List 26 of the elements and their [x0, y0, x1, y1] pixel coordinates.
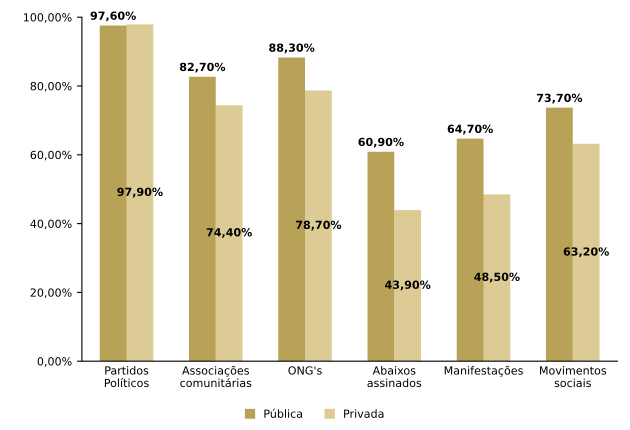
data-label: 82,70% [180, 62, 226, 73]
legend-label: Pública [264, 408, 302, 418]
y-tick-label: 40,00% [30, 220, 72, 230]
data-label: 43,90% [385, 280, 430, 290]
x-tick-label: ONG's [288, 366, 322, 375]
y-tick-label: 100,00% [24, 13, 72, 23]
y-tick-label: 0,00% [38, 357, 72, 367]
data-label: 63,20% [564, 247, 609, 258]
data-label: 97,90% [117, 188, 163, 198]
data-label: 97,60% [90, 11, 136, 22]
data-label: 78,70% [296, 220, 342, 230]
x-tick-label: Movimentos sociais [540, 366, 606, 388]
y-tick-label: 80,00% [30, 82, 72, 92]
x-tick-label: Associações comunitárias [180, 366, 252, 388]
legend-label: Privada [344, 409, 384, 418]
x-tick-label: Partidos Políticos [104, 366, 149, 388]
data-label: 74,40% [206, 228, 252, 238]
y-tick-label: 60,00% [30, 150, 72, 160]
data-label: 64,70% [448, 124, 493, 134]
data-label: 73,70% [536, 94, 582, 104]
data-label: 88,30% [269, 43, 314, 54]
x-tick-label: Manifestações [444, 366, 523, 377]
y-tick-label: 20,00% [30, 288, 72, 298]
x-tick-label: Abaixos assinados [367, 366, 422, 388]
data-label: 60,90% [358, 138, 404, 148]
data-label: 48,50% [474, 272, 520, 282]
